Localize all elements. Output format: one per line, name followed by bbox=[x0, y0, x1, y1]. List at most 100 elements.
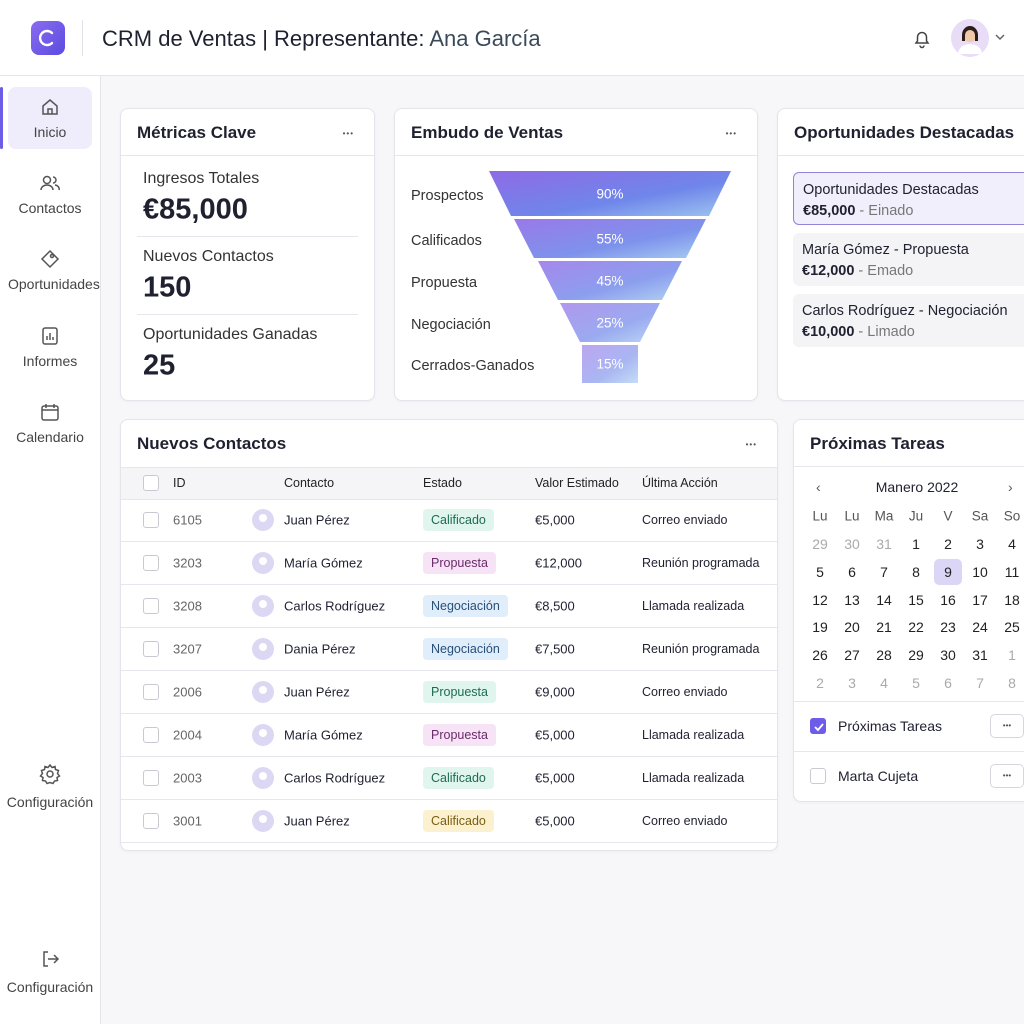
nav-label: Informes bbox=[22, 353, 78, 369]
calendar-day[interactable]: 24 bbox=[972, 619, 988, 636]
calendar-day[interactable]: 30 bbox=[844, 536, 860, 552]
nav-item[interactable]: Configuración bbox=[0, 762, 100, 822]
nav-icon bbox=[43, 951, 60, 967]
calendar-day[interactable]: 18 bbox=[1004, 591, 1020, 608]
card-title: Nuevos Contactos bbox=[137, 434, 287, 453]
calendar-day[interactable]: 21 bbox=[876, 619, 892, 636]
nav-item[interactable]: Calendario bbox=[8, 392, 92, 454]
contact-id: 3207 bbox=[173, 641, 202, 657]
nav-item[interactable]: Inicio bbox=[8, 87, 92, 149]
calendar-day[interactable]: 17 bbox=[972, 591, 988, 608]
divider bbox=[778, 155, 1024, 156]
calendar-day[interactable]: 29 bbox=[812, 536, 828, 552]
calendar-day[interactable]: 19 bbox=[812, 619, 828, 636]
calendar-day[interactable]: 3 bbox=[976, 536, 984, 552]
calendar-day[interactable]: 1 bbox=[1008, 647, 1016, 664]
calendar-day[interactable]: 29 bbox=[908, 647, 924, 664]
opportunity-item[interactable]: Oportunidades Destacadas €85,000- Einado bbox=[793, 172, 1024, 225]
calendar-day[interactable]: 15 bbox=[908, 591, 924, 608]
prev-month[interactable]: ‹ bbox=[816, 479, 821, 495]
calendar-day[interactable]: 26 bbox=[812, 647, 828, 664]
stage-value: 55% bbox=[596, 231, 624, 246]
contact-id: 2003 bbox=[173, 770, 202, 786]
calendar-day[interactable]: 8 bbox=[1008, 675, 1016, 691]
user-avatar[interactable] bbox=[950, 18, 1010, 58]
calendar-day[interactable]: 10 bbox=[972, 563, 988, 580]
calendar-day[interactable]: 1 bbox=[912, 536, 920, 552]
calendar-day[interactable]: 6 bbox=[848, 563, 856, 580]
weekday: Lu bbox=[844, 508, 860, 524]
metric-label: Oportunidades Ganadas bbox=[143, 326, 318, 343]
calendar-day[interactable]: 5 bbox=[912, 675, 920, 691]
calendar-day[interactable]: 22 bbox=[908, 619, 924, 636]
more-button[interactable]: ••• bbox=[745, 440, 757, 449]
calendar-day[interactable]: 31 bbox=[972, 647, 988, 664]
row-checkbox[interactable] bbox=[143, 555, 159, 571]
notifications[interactable] bbox=[910, 26, 934, 50]
task-menu[interactable]: ••• bbox=[990, 764, 1024, 788]
calendar-day[interactable]: 8 bbox=[912, 563, 920, 580]
calendar-day[interactable]: 4 bbox=[880, 675, 888, 691]
user-name: Ana García bbox=[429, 26, 541, 51]
calendar-day[interactable]: 27 bbox=[844, 647, 860, 664]
avatar-head bbox=[259, 557, 267, 565]
row-checkbox[interactable] bbox=[143, 770, 159, 786]
calendar-day[interactable]: 25 bbox=[1004, 619, 1020, 636]
calendar-day[interactable]: 3 bbox=[848, 675, 856, 691]
row-checkbox[interactable] bbox=[143, 813, 159, 829]
avatar-head bbox=[259, 600, 267, 608]
task-menu[interactable]: ••• bbox=[990, 714, 1024, 738]
calendar-day[interactable]: 2 bbox=[816, 675, 824, 691]
opportunity-item[interactable]: Carlos Rodríguez - Negociación €10,000- L… bbox=[793, 294, 1024, 347]
nav-label: Configuración bbox=[6, 979, 94, 995]
task-checkbox[interactable] bbox=[810, 768, 826, 784]
calendar-day[interactable]: 30 bbox=[940, 647, 956, 664]
calendar-day[interactable]: 20 bbox=[844, 619, 860, 636]
selected-day bbox=[934, 558, 962, 585]
calendar-day[interactable]: 14 bbox=[876, 591, 892, 608]
nav-icon bbox=[42, 99, 58, 115]
contact-avatar bbox=[252, 638, 274, 660]
nav-item[interactable]: Informes bbox=[8, 316, 92, 378]
contact-name: María Gómez bbox=[284, 555, 363, 571]
calendar-day[interactable]: 7 bbox=[976, 675, 984, 691]
nav-item[interactable]: Configuración bbox=[0, 947, 100, 1007]
calendar-day[interactable]: 13 bbox=[844, 591, 860, 608]
next-month[interactable]: › bbox=[1008, 479, 1013, 495]
row-checkbox[interactable] bbox=[143, 598, 159, 614]
row-checkbox[interactable] bbox=[143, 512, 159, 528]
logo[interactable] bbox=[31, 21, 65, 55]
calendar-day[interactable]: 4 bbox=[1008, 536, 1016, 552]
nav-item[interactable]: Oportunidades bbox=[8, 239, 100, 301]
row-checkbox[interactable] bbox=[143, 641, 159, 657]
row-checkbox[interactable] bbox=[143, 727, 159, 743]
task-checkbox[interactable] bbox=[810, 718, 826, 734]
more-button[interactable]: ••• bbox=[725, 129, 737, 138]
calendar-day[interactable]: 12 bbox=[812, 591, 828, 608]
calendar-day[interactable]: 31 bbox=[876, 536, 892, 552]
task-label: Marta Cujeta bbox=[838, 768, 919, 784]
calendar-day[interactable]: 16 bbox=[940, 591, 956, 608]
opportunity-name: Oportunidades Destacadas bbox=[803, 182, 979, 198]
table-header bbox=[121, 467, 777, 500]
calendar-day[interactable]: 11 bbox=[1004, 563, 1020, 580]
status-badge: Calificado bbox=[423, 509, 494, 531]
opportunity-item[interactable]: María Gómez - Propuesta €12,000- Emado bbox=[793, 233, 1024, 286]
table-row: 3207 Dania Pérez Negociación €7,500 Reunión … bbox=[121, 628, 777, 671]
task-label: Próximas Tareas bbox=[838, 718, 943, 734]
more-button[interactable]: ••• bbox=[342, 129, 354, 138]
contact-avatar bbox=[252, 595, 274, 617]
select-all[interactable] bbox=[143, 475, 159, 491]
nav-item[interactable]: Contactos bbox=[8, 163, 92, 225]
calendar-day[interactable]: 6 bbox=[944, 675, 952, 691]
calendar-day[interactable]: 2 bbox=[944, 536, 952, 552]
row-checkbox[interactable] bbox=[143, 684, 159, 700]
calendar-day[interactable]: 23 bbox=[940, 619, 956, 636]
calendar-day[interactable]: 9 bbox=[944, 563, 952, 580]
active-indicator bbox=[0, 87, 3, 149]
calendar-day[interactable]: 28 bbox=[876, 647, 892, 664]
calendar-day[interactable]: 5 bbox=[816, 563, 824, 580]
divider bbox=[137, 314, 358, 315]
estimated-value: €8,500 bbox=[535, 598, 575, 614]
calendar-day[interactable]: 7 bbox=[880, 563, 888, 580]
